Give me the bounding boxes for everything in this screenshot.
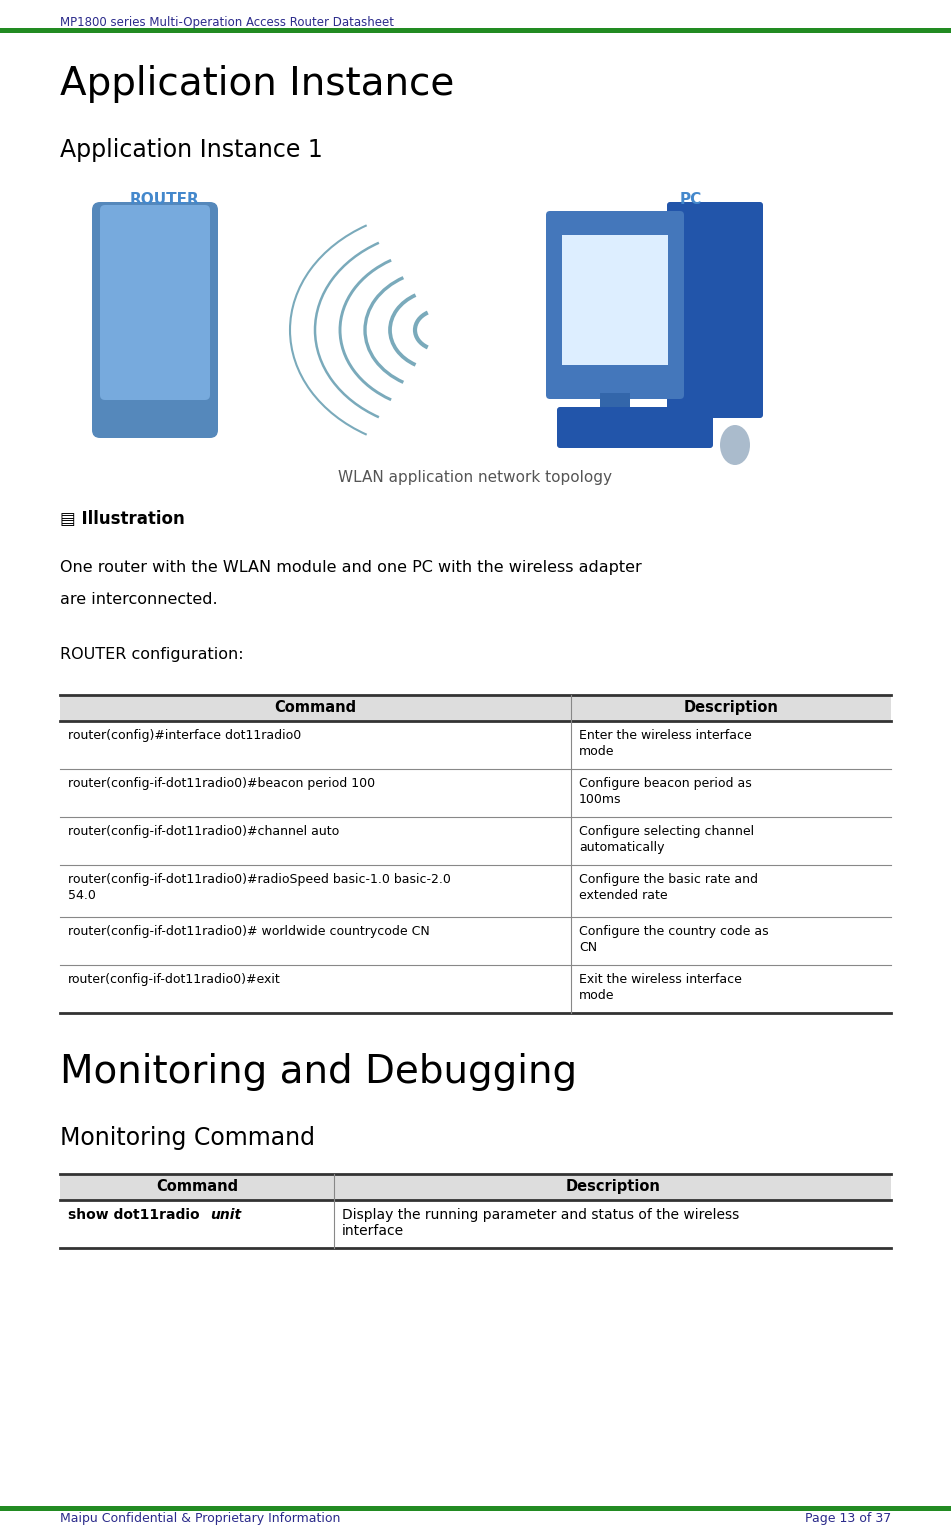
FancyBboxPatch shape — [546, 211, 684, 398]
FancyBboxPatch shape — [100, 204, 210, 400]
FancyBboxPatch shape — [557, 407, 713, 449]
Text: mode: mode — [579, 989, 614, 1003]
Bar — [0, 1506, 951, 1511]
Bar — [60, 694, 891, 720]
Text: Configure selecting channel: Configure selecting channel — [579, 826, 754, 838]
Text: 54.0: 54.0 — [68, 890, 96, 902]
Text: router(config-if-dot11radio0)#radioSpeed basic-1.0 basic-2.0: router(config-if-dot11radio0)#radioSpeed… — [68, 873, 451, 887]
Text: router(config)#interface dot11radio0: router(config)#interface dot11radio0 — [68, 729, 301, 742]
Text: Configure the basic rate and: Configure the basic rate and — [579, 873, 758, 887]
Text: CN: CN — [579, 942, 597, 954]
Text: One router with the WLAN module and one PC with the wireless adapter: One router with the WLAN module and one … — [60, 560, 642, 575]
Text: router(config-if-dot11radio0)#beacon period 100: router(config-if-dot11radio0)#beacon per… — [68, 777, 375, 790]
Text: interface: interface — [342, 1224, 404, 1238]
Text: Monitoring Command: Monitoring Command — [60, 1126, 315, 1151]
Text: Page 13 of 37: Page 13 of 37 — [805, 1512, 891, 1524]
Text: ROUTER configuration:: ROUTER configuration: — [60, 647, 243, 662]
Text: ROUTER: ROUTER — [130, 192, 200, 208]
Text: router(config-if-dot11radio0)# worldwide countrycode CN: router(config-if-dot11radio0)# worldwide… — [68, 925, 430, 938]
Text: unit: unit — [210, 1209, 242, 1222]
Text: Exit the wireless interface: Exit the wireless interface — [579, 974, 742, 986]
Text: Configure beacon period as: Configure beacon period as — [579, 777, 752, 790]
Text: extended rate: extended rate — [579, 890, 668, 902]
Text: Command: Command — [156, 1180, 238, 1193]
Ellipse shape — [720, 426, 750, 465]
Text: router(config-if-dot11radio0)#channel auto: router(config-if-dot11radio0)#channel au… — [68, 826, 340, 838]
Text: Maipu Confidential & Proprietary Information: Maipu Confidential & Proprietary Informa… — [60, 1512, 340, 1524]
Bar — [120, 240, 130, 360]
Text: PC: PC — [680, 192, 702, 208]
FancyBboxPatch shape — [667, 201, 763, 418]
Text: Description: Description — [565, 1180, 660, 1193]
Text: are interconnected.: are interconnected. — [60, 592, 218, 607]
Text: Enter the wireless interface: Enter the wireless interface — [579, 729, 752, 742]
Text: mode: mode — [579, 745, 614, 758]
Text: Application Instance: Application Instance — [60, 66, 455, 102]
Text: WLAN application network topology: WLAN application network topology — [338, 470, 612, 485]
Text: Description: Description — [684, 700, 779, 716]
Text: Application Instance 1: Application Instance 1 — [60, 137, 322, 162]
Text: MP1800 series Multi-Operation Access Router Datasheet: MP1800 series Multi-Operation Access Rou… — [60, 15, 394, 29]
Text: show dot11radio: show dot11radio — [68, 1209, 204, 1222]
Text: router(config-if-dot11radio0)#exit: router(config-if-dot11radio0)#exit — [68, 974, 281, 986]
Bar — [60, 1173, 891, 1199]
FancyBboxPatch shape — [92, 201, 218, 438]
Text: Command: Command — [275, 700, 357, 716]
Text: 100ms: 100ms — [579, 794, 622, 806]
Text: Monitoring and Debugging: Monitoring and Debugging — [60, 1053, 577, 1091]
Text: ▤ Illustration: ▤ Illustration — [60, 510, 184, 528]
Text: Display the running parameter and status of the wireless: Display the running parameter and status… — [342, 1209, 740, 1222]
Text: Configure the country code as: Configure the country code as — [579, 925, 768, 938]
Text: automatically: automatically — [579, 841, 665, 855]
Bar — [0, 27, 951, 34]
Bar — [600, 394, 630, 415]
Bar — [562, 235, 668, 365]
Bar — [145, 240, 153, 330]
